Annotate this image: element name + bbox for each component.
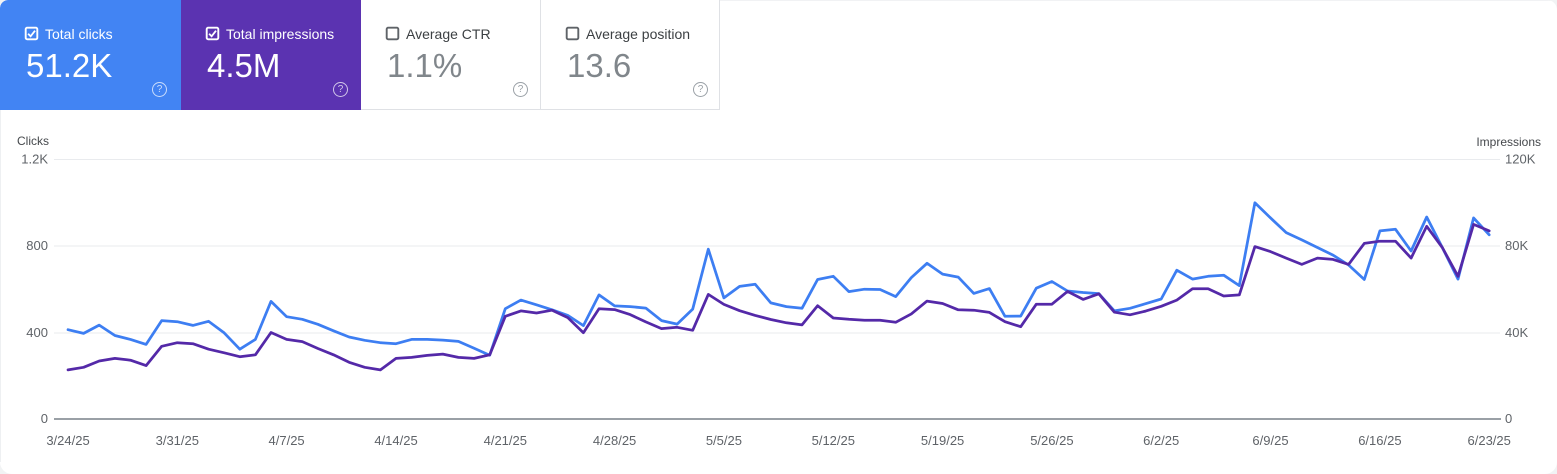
svg-text:6/23/25: 6/23/25 — [1468, 433, 1511, 448]
svg-text:Clicks: Clicks — [17, 134, 49, 148]
svg-text:4/21/25: 4/21/25 — [484, 433, 527, 448]
svg-text:40K: 40K — [1505, 325, 1528, 340]
svg-text:0: 0 — [1505, 411, 1512, 426]
svg-text:4/7/25: 4/7/25 — [269, 433, 305, 448]
svg-text:6/2/25: 6/2/25 — [1143, 433, 1179, 448]
svg-text:0: 0 — [41, 411, 48, 426]
svg-text:120K: 120K — [1505, 152, 1536, 167]
svg-text:5/12/25: 5/12/25 — [812, 433, 855, 448]
svg-text:80K: 80K — [1505, 238, 1528, 253]
svg-text:5/5/25: 5/5/25 — [706, 433, 742, 448]
svg-text:Impressions: Impressions — [1476, 135, 1541, 149]
svg-text:800: 800 — [26, 238, 48, 253]
svg-text:3/31/25: 3/31/25 — [156, 433, 199, 448]
svg-text:1.2K: 1.2K — [21, 152, 48, 167]
svg-text:6/16/25: 6/16/25 — [1358, 433, 1401, 448]
svg-text:6/9/25: 6/9/25 — [1252, 433, 1288, 448]
svg-text:5/26/25: 5/26/25 — [1030, 433, 1073, 448]
svg-text:3/24/25: 3/24/25 — [46, 433, 89, 448]
svg-text:5/19/25: 5/19/25 — [921, 433, 964, 448]
svg-text:4/14/25: 4/14/25 — [374, 433, 417, 448]
svg-text:4/28/25: 4/28/25 — [593, 433, 636, 448]
svg-text:400: 400 — [26, 325, 48, 340]
